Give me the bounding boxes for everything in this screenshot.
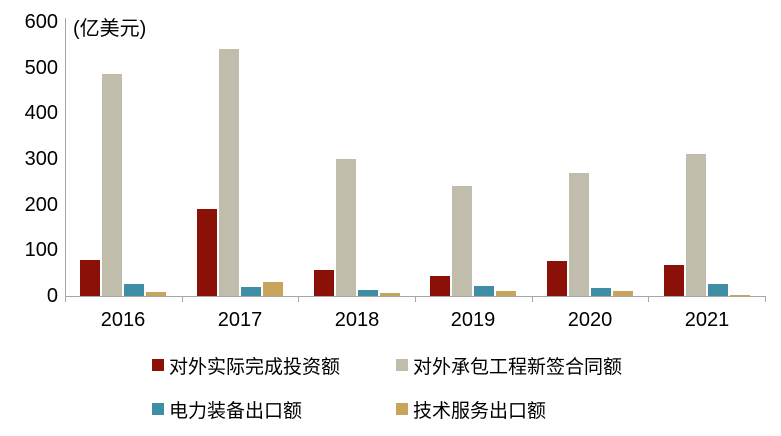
bar-对外承包工程新签合同额-2017 (219, 49, 239, 296)
bar-对外实际完成投资额-2019 (430, 276, 450, 296)
legend-swatch-对外实际完成投资额 (152, 359, 164, 371)
x-category-label-2016: 2016 (100, 309, 146, 331)
legend-label: 电力装备出口额 (169, 400, 303, 422)
bar-对外实际完成投资额-2016 (80, 260, 100, 296)
legend-label: 对外实际完成投资额 (169, 356, 341, 378)
bar-对外承包工程新签合同额-2019 (452, 186, 472, 296)
x-axis-line (65, 296, 766, 297)
x-axis-tick (648, 297, 649, 302)
y-tick-label: 600 (24, 11, 58, 33)
y-tick-label: 200 (24, 194, 58, 216)
x-category-label-2017: 2017 (217, 309, 263, 331)
bar-对外实际完成投资额-2018 (314, 270, 334, 296)
bar-电力装备出口额-2021 (708, 284, 728, 296)
y-tick-label: 400 (24, 102, 58, 124)
legend-label: 技术服务出口额 (413, 400, 547, 422)
legend-swatch-技术服务出口额 (396, 403, 408, 415)
y-tick-label: 0 (46, 285, 58, 307)
x-axis-tick (765, 297, 766, 302)
bar-对外承包工程新签合同额-2018 (336, 159, 356, 296)
axis-unit-label: (亿美元) (73, 18, 147, 40)
legend-swatch-电力装备出口额 (152, 403, 164, 415)
bar-对外实际完成投资额-2020 (547, 261, 567, 296)
y-tick-label: 500 (24, 57, 58, 79)
legend-item-对外实际完成投资额: 对外实际完成投资额 (152, 354, 341, 378)
bar-技术服务出口额-2019 (496, 291, 516, 296)
bar-对外承包工程新签合同额-2016 (102, 74, 122, 296)
bar-对外承包工程新签合同额-2021 (686, 154, 706, 296)
y-axis-line (65, 18, 66, 297)
legend-item-技术服务出口额: 技术服务出口额 (396, 398, 547, 422)
x-axis-tick (415, 297, 416, 302)
bar-技术服务出口额-2017 (263, 282, 283, 296)
x-category-label-2020: 2020 (567, 309, 613, 331)
x-category-label-2019: 2019 (450, 309, 496, 331)
bar-技术服务出口额-2021 (730, 295, 750, 296)
bar-对外实际完成投资额-2021 (664, 265, 684, 296)
legend-label: 对外承包工程新签合同额 (413, 356, 623, 378)
bar-电力装备出口额-2017 (241, 287, 261, 296)
x-axis-tick (298, 297, 299, 302)
legend-item-电力装备出口额: 电力装备出口额 (152, 398, 303, 422)
x-category-label-2021: 2021 (684, 309, 730, 331)
x-category-label-2018: 2018 (334, 309, 380, 331)
bar-对外实际完成投资额-2017 (197, 209, 217, 296)
x-axis-tick (532, 297, 533, 302)
bar-电力装备出口额-2019 (474, 286, 494, 296)
bar-电力装备出口额-2018 (358, 290, 378, 296)
bar-电力装备出口额-2020 (591, 288, 611, 296)
bar-对外承包工程新签合同额-2020 (569, 173, 589, 296)
legend-item-对外承包工程新签合同额: 对外承包工程新签合同额 (396, 354, 623, 378)
bar-技术服务出口额-2018 (380, 293, 400, 296)
bar-电力装备出口额-2016 (124, 284, 144, 296)
bar-技术服务出口额-2020 (613, 291, 633, 296)
y-tick-label: 100 (24, 239, 58, 261)
bar-技术服务出口额-2016 (146, 292, 166, 296)
x-axis-tick (182, 297, 183, 302)
y-tick-label: 300 (24, 148, 58, 170)
x-axis-tick (65, 297, 66, 302)
legend-swatch-对外承包工程新签合同额 (396, 359, 408, 371)
